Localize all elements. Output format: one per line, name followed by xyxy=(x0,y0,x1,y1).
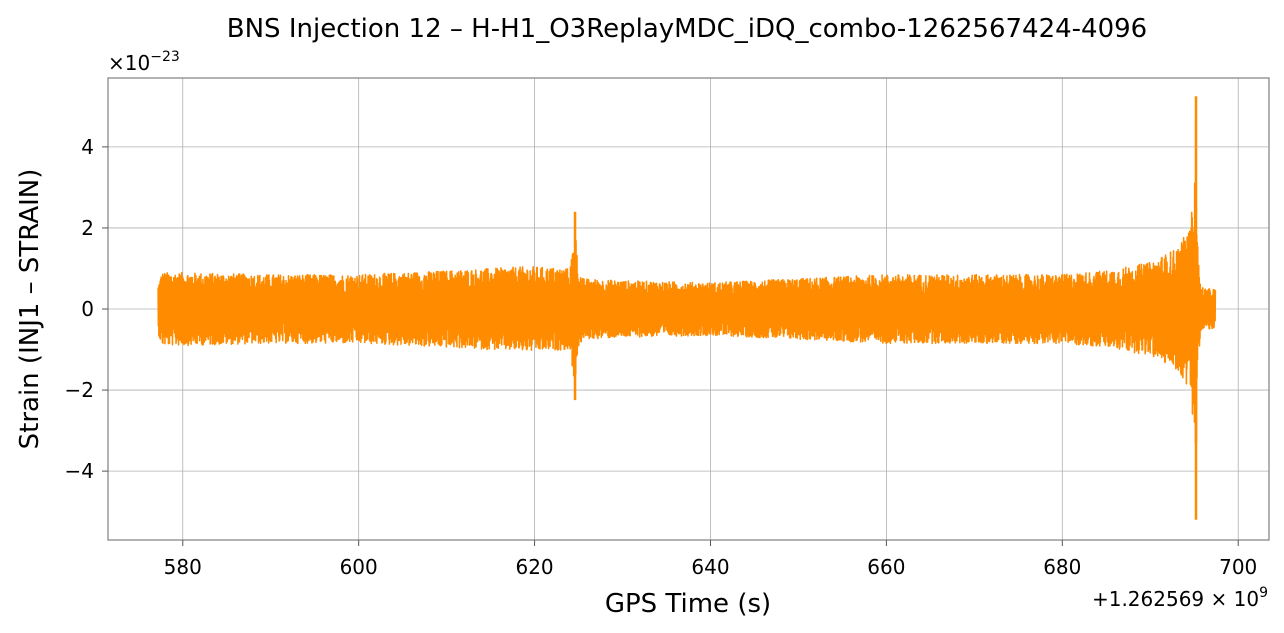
y-tick-label: −4 xyxy=(65,459,94,483)
y-multiplier-exponent: −23 xyxy=(150,49,180,65)
y-axis-label: Strain (INJ1 – STRAIN) xyxy=(15,169,45,450)
x-axis-label: GPS Time (s) xyxy=(605,589,771,619)
x-tick-label: 640 xyxy=(691,555,729,579)
series-layer xyxy=(157,96,1217,520)
chart-title: BNS Injection 12 – H-H1_O3ReplayMDC_iDQ_… xyxy=(227,14,1147,44)
x-tick-label: 660 xyxy=(867,555,905,579)
y-axis-multiplier: ×10−23 xyxy=(108,49,180,75)
x-tick-label: 620 xyxy=(515,555,553,579)
x-offset-text: +1.262569 × 10 xyxy=(1092,587,1259,611)
svg-text:×10−23: ×10−23 xyxy=(108,49,180,75)
y-tick-label: 4 xyxy=(81,135,94,159)
x-axis-offset: +1.262569 × 109 xyxy=(1092,585,1268,611)
y-tick-label: 2 xyxy=(81,216,94,240)
x-axis-ticks: 580 600 620 640 660 680 700 xyxy=(164,540,1257,579)
strain-series-line xyxy=(157,121,1217,492)
x-offset-exponent: 9 xyxy=(1259,585,1268,601)
y-axis-ticks: −4 −2 0 2 4 xyxy=(65,135,108,483)
y-tick-label: −2 xyxy=(65,378,94,402)
y-multiplier-base: ×10 xyxy=(108,51,150,75)
x-tick-label: 600 xyxy=(340,555,378,579)
x-tick-label: 580 xyxy=(164,555,202,579)
y-tick-label: 0 xyxy=(81,297,94,321)
svg-text:+1.262569 × 109: +1.262569 × 109 xyxy=(1092,585,1268,611)
x-tick-label: 700 xyxy=(1219,555,1257,579)
x-tick-label: 680 xyxy=(1043,555,1081,579)
